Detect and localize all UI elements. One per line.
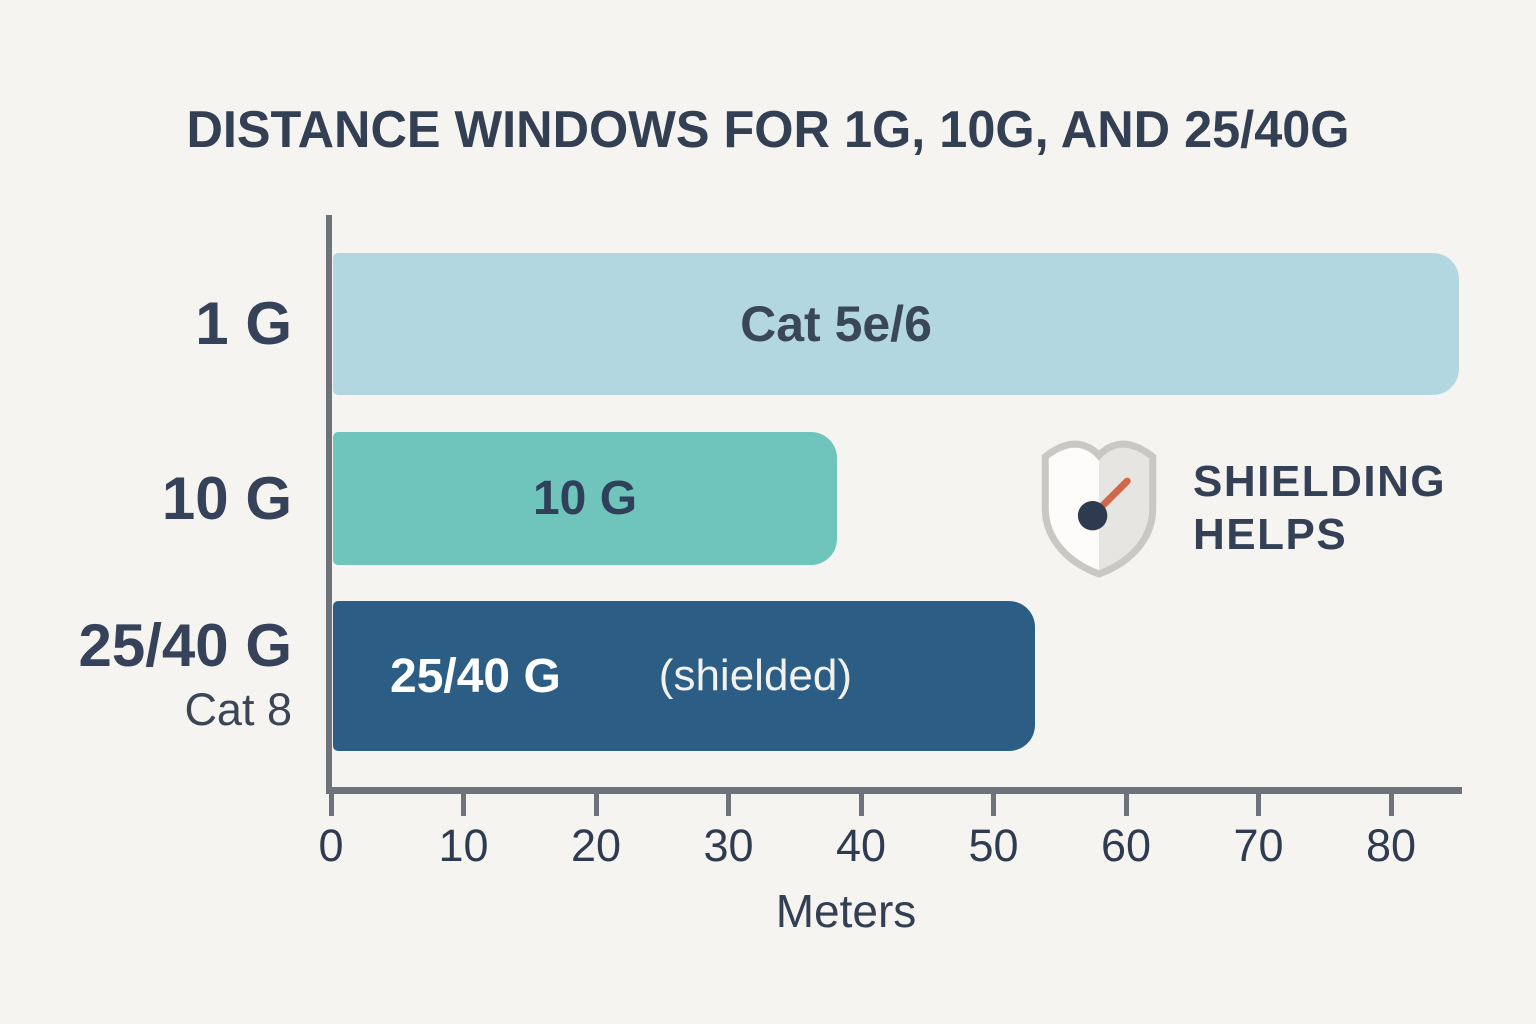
x-axis-tick: [1256, 794, 1261, 816]
x-axis-tick: [461, 794, 466, 816]
x-axis-tick: [858, 794, 864, 816]
shield-gauge-icon: [1035, 436, 1163, 580]
x-axis-tick-label: 20: [570, 820, 622, 871]
category-label-2540g: 25/40 G Cat 8: [30, 601, 293, 751]
bar-1g: Cat 5e/6: [333, 253, 1459, 395]
x-axis-line: [326, 787, 1462, 794]
category-label-10g: 10 G: [30, 432, 292, 565]
bar-row-10g: 10 G: [333, 432, 837, 565]
x-axis-tick-label: 30: [703, 820, 754, 871]
bar-row-2540g: 25/40 G (shielded): [333, 601, 1035, 751]
x-axis-tick: [328, 794, 334, 816]
bar-row-1g: Cat 5e/6: [333, 253, 1459, 395]
x-axis-tick: [1388, 794, 1394, 816]
shielding-annotation: SHIELDING HELPS: [1035, 436, 1446, 580]
x-axis-tick-label: 0: [318, 820, 344, 871]
category-label-text: 1 G: [195, 290, 292, 357]
x-axis-tick: [1123, 794, 1129, 816]
shielding-line2: HELPS: [1193, 510, 1348, 559]
category-sublabel-cat8: Cat 8: [184, 684, 292, 735]
x-axis-tick-label: 60: [1100, 820, 1152, 871]
shielding-helps-text: SHIELDING HELPS: [1193, 455, 1446, 561]
bar-10g: 10 G: [333, 432, 837, 565]
category-label-text: 10 G: [161, 464, 292, 532]
x-axis-tick-label: 40: [835, 820, 887, 871]
x-axis-tick-label: 10: [438, 820, 489, 871]
shielding-line1: SHIELDING: [1193, 457, 1447, 506]
x-axis-tick-label: 80: [1365, 820, 1417, 871]
chart-title: DISTANCE WINDOWS FOR 1G, 10G, AND 25/40G: [186, 101, 1350, 159]
x-axis-tick: [593, 794, 599, 816]
y-axis-line: [326, 215, 332, 794]
category-label-text: 25/40 G: [78, 612, 293, 679]
x-axis-tick: [991, 794, 996, 816]
x-axis-title: Meters: [775, 885, 917, 937]
bar-1g-label: Cat 5e/6: [740, 296, 932, 352]
bar-2540g: 25/40 G (shielded): [333, 601, 1035, 751]
x-axis-tick: [726, 794, 731, 816]
bar-10g-label: 10 G: [532, 472, 638, 525]
x-axis-tick-label: 50: [968, 820, 1019, 871]
bar-2540g-label: 25/40 G: [390, 649, 561, 703]
bar-2540g-shielded-label: (shielded): [658, 651, 853, 700]
category-label-1g: 1 G: [30, 253, 292, 395]
bar-2540g-labels: 25/40 G (shielded): [333, 649, 852, 704]
x-axis-tick-label: 70: [1233, 820, 1284, 871]
